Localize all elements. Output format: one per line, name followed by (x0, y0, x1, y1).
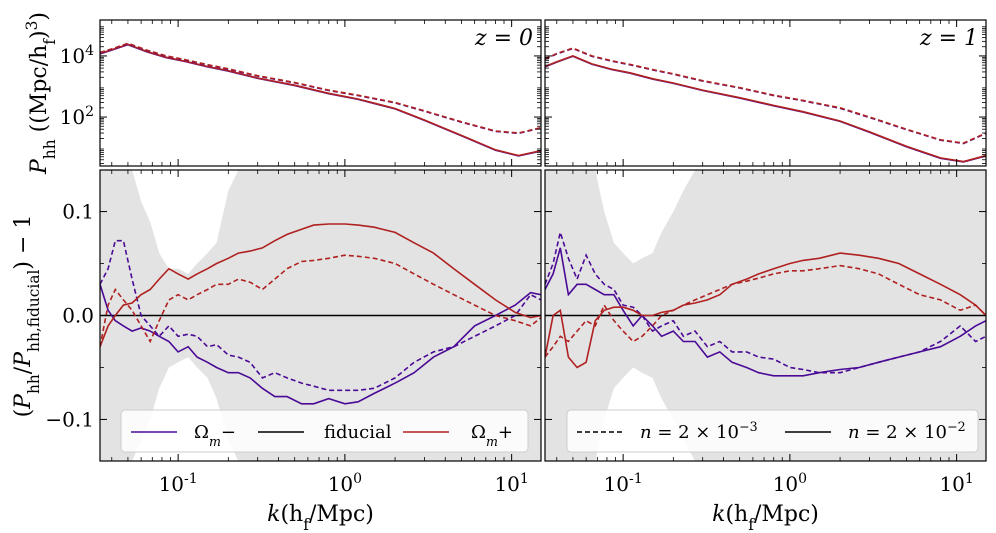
x-tick-label: 101 (939, 471, 973, 496)
legend-label: n = 2 × 10−3 (640, 419, 758, 444)
power-spectrum-line (545, 47, 986, 144)
x-tick-label: 101 (494, 471, 528, 496)
redshift-label: z = 1 (919, 26, 978, 51)
legend-label: Ωm+ (471, 422, 513, 449)
ratio-line (545, 252, 986, 369)
x-axis-label: k(hf/Mpc) (267, 502, 374, 533)
ratio-line (100, 284, 541, 405)
ticks-layer (100, 20, 986, 461)
power-spectrum-line (545, 47, 986, 145)
power-spectrum-line (545, 55, 986, 163)
power-spectrum-line (545, 55, 986, 163)
y-tick-label: 0.1 (62, 200, 94, 224)
top-y-axis-label: Phh ((Mpc/hf)3) (23, 12, 59, 175)
legend-box (120, 409, 529, 453)
power-spectrum-line (100, 43, 541, 157)
x-tick-label: 10-1 (604, 471, 643, 496)
y-tick-label: 102 (60, 104, 94, 129)
legend-label: fiducial (324, 422, 392, 443)
ratio-line (100, 239, 541, 392)
ratio-line (545, 229, 986, 374)
ratio-line (100, 254, 541, 347)
legend-box (566, 409, 979, 453)
y-tick-label: −0.1 (45, 407, 94, 431)
x-tick-label: 100 (328, 471, 362, 496)
y-tick-label: 0.0 (62, 304, 94, 328)
labels-layer: 10-1 100 101 10-1 100 101 104 102 0.1 0.0 −0.1 k(hf… (11, 12, 978, 533)
power-spectrum-line (100, 43, 541, 157)
redshift-label: z = 0 (474, 26, 533, 51)
series-lines-layer (100, 42, 986, 405)
x-tick-label: 100 (773, 471, 807, 496)
legends-layer: Ωm− fiducial Ωm+ n = 2 × 10−3 n = 2 × 10−2 (120, 409, 979, 453)
x-axis-label: k(hf/Mpc) (712, 502, 819, 533)
y-tick-label: 104 (60, 43, 94, 68)
legend-label: n = 2 × 10−2 (848, 419, 966, 444)
ratio-line (100, 223, 541, 347)
legend-label: Ωm− (194, 422, 236, 449)
bottom-y-axis-label: (Phh/Phh,fiducial) − 1 (11, 215, 43, 418)
x-tick-label: 10-1 (159, 471, 198, 496)
power-spectrum-line (100, 42, 541, 134)
